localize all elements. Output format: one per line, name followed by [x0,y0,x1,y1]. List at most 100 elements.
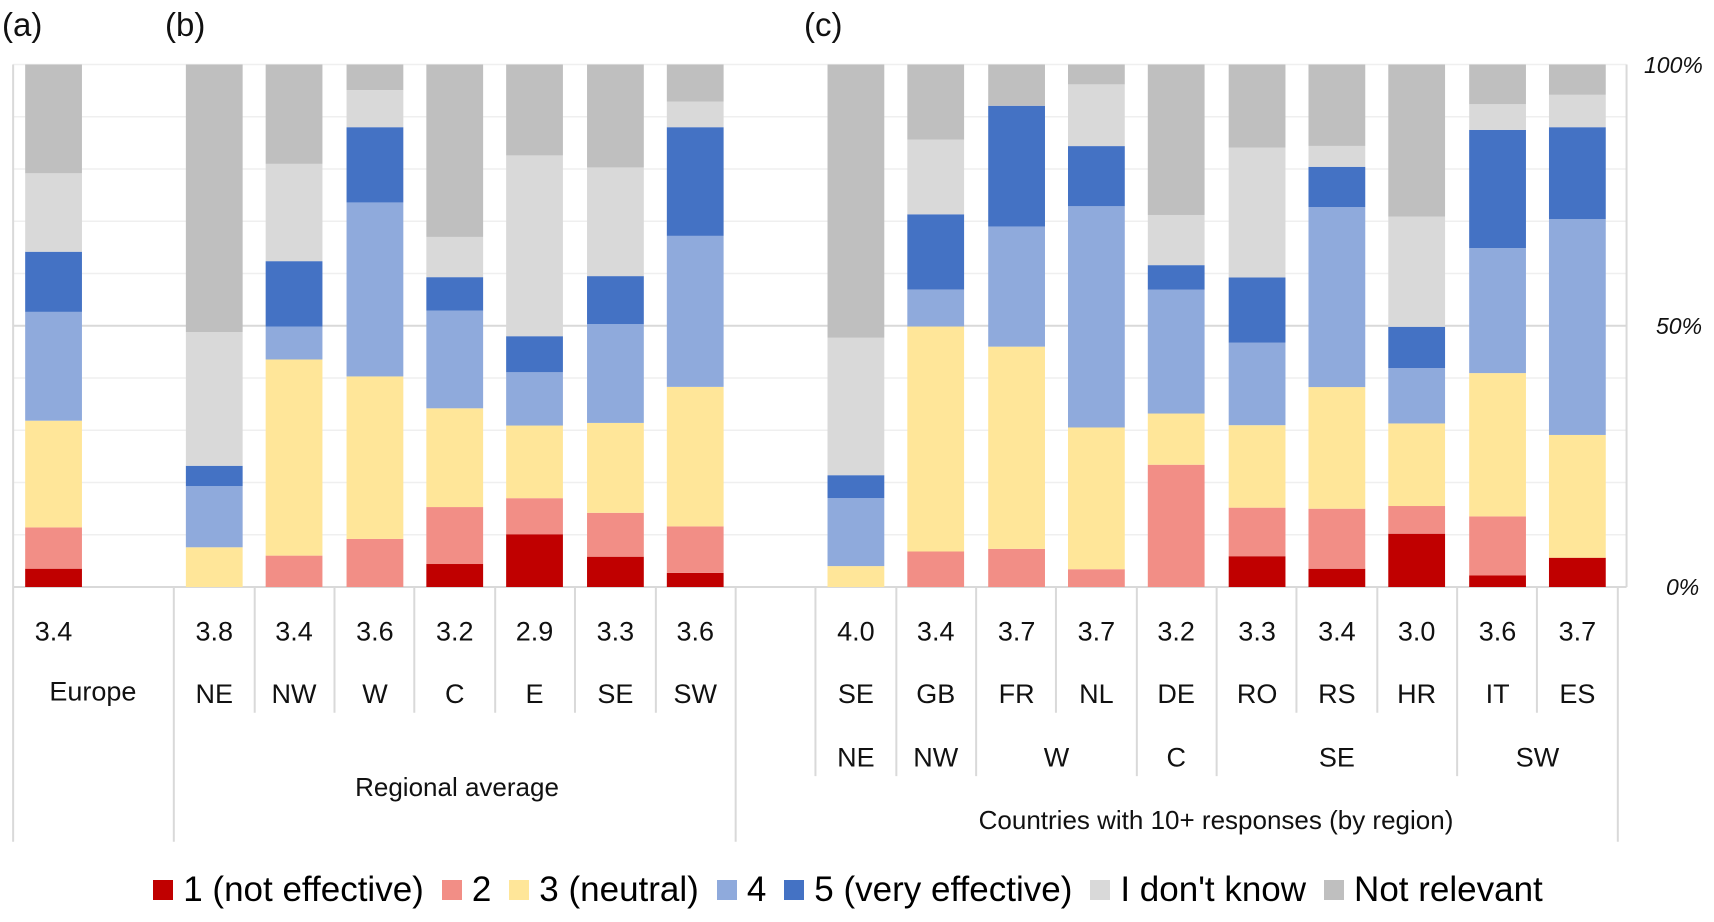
legend-item: 2 [441,870,491,910]
bar-segment-7 [185,64,243,333]
bar-segment-2 [1469,516,1526,576]
bar-segment-5 [907,214,965,290]
bar-segment-5 [185,465,243,487]
bar-segment-4 [1469,248,1526,374]
bar-segment-6 [907,139,965,215]
country-label: RO [1237,679,1278,709]
score-label: 3.6 [1479,617,1517,647]
bar-segment-4 [265,326,323,360]
country-label: FR [999,679,1035,709]
legend-swatch [509,880,530,900]
bar-segment-7 [426,64,484,237]
bar-segment-2 [1388,506,1446,534]
legend-item: 4 [716,870,766,910]
bar-segment-4 [907,289,965,327]
legend-item: Not relevant [1324,870,1543,910]
gridlines [12,63,1628,589]
bar-segment-3 [426,408,484,508]
bar-segment-7 [346,64,404,91]
region-label: W [1044,742,1070,772]
bar-segment-4 [1388,368,1446,424]
bar-segment-2 [1228,507,1286,557]
legend-label: 5 (very effective) [814,870,1073,909]
region-label: SW [1516,742,1560,772]
score-label: 3.2 [436,617,474,647]
bar-segment-4 [666,235,724,387]
bar-segment-6 [1308,145,1366,167]
bar-c-4 [426,64,484,588]
bar-nl-11 [1068,64,1125,588]
score-label: 3.2 [1157,617,1195,647]
bar-segment-3 [1469,373,1526,517]
bar-segment-3 [265,359,323,556]
bar-segment-2 [1068,569,1125,588]
region-label: NW [913,742,958,772]
bar-segment-5 [1469,129,1526,249]
bar-sw-7 [666,64,724,588]
bar-segment-7 [1469,64,1526,105]
category-label: NE [195,679,233,709]
bar-segment-7 [265,64,323,164]
bar-segment-5 [666,127,724,236]
bar-segment-5 [1548,127,1606,220]
bar-segment-3 [587,422,644,513]
bar-segment-2 [426,507,484,565]
bar-segment-1 [25,568,82,588]
bar-segment-5 [1068,146,1125,207]
y-tick-50: 50% [1656,313,1702,339]
bar-segment-5 [25,251,82,312]
bar-segment-6 [1228,147,1286,278]
bar-segment-4 [426,310,484,409]
score-label: 3.4 [35,617,73,647]
bar-segment-6 [1469,104,1526,130]
bar-segment-6 [1068,84,1125,147]
bar-segment-7 [1388,64,1446,217]
bar-segment-3 [506,425,563,499]
legend: 1 (not effective) 2 3 (neutral) 4 5 (very ef… [0,870,1714,910]
group-label-countries: Countries with 10+ responses (by region) [979,805,1454,835]
bar-segment-3 [666,386,724,527]
bar-segment-5 [827,475,885,499]
bar-segment-7 [587,64,644,168]
bar-segment-2 [666,526,724,573]
bar-segment-7 [1548,64,1606,95]
bar-segment-6 [666,101,724,128]
bar-segment-5 [265,261,323,327]
bar-segment-7 [25,64,82,174]
category-label: C [445,679,465,709]
bar-segment-6 [587,167,644,277]
score-label: 3.0 [1398,617,1436,647]
bar-segment-5 [426,277,484,311]
panel-label-a: (a) [2,6,42,43]
bar-segment-7 [1308,64,1366,146]
country-label: GB [916,679,955,709]
category-label: Europe [49,677,136,707]
bar-segment-3 [1228,425,1286,508]
legend-label: I don't know [1120,870,1307,909]
score-label: 3.3 [597,617,635,647]
score-label: 3.3 [1238,617,1276,647]
bar-e-5 [506,64,563,588]
bar-segment-4 [1548,219,1606,435]
bar-segment-2 [346,538,404,588]
bar-segment-5 [988,105,1045,227]
bar-segment-2 [907,551,965,588]
bar-segment-3 [1388,423,1446,507]
region-label: SE [1319,742,1355,772]
bar-segment-6 [25,173,82,252]
category-label: SE [597,679,633,709]
bar-segment-3 [1548,434,1606,558]
bar-segment-1 [1469,575,1526,588]
bar-segment-5 [506,336,563,373]
legend-swatch [1324,880,1345,900]
score-label: 3.4 [917,617,955,647]
bar-nw-2 [265,64,323,588]
bar-segment-6 [346,90,404,128]
bar-segment-5 [1308,166,1366,207]
panel-label-c: (c) [804,6,842,43]
bar-segment-7 [666,64,724,102]
bar-segment-4 [587,324,644,423]
legend-swatch [153,880,174,900]
bar-segment-4 [988,226,1045,347]
bar-segment-1 [666,572,724,588]
